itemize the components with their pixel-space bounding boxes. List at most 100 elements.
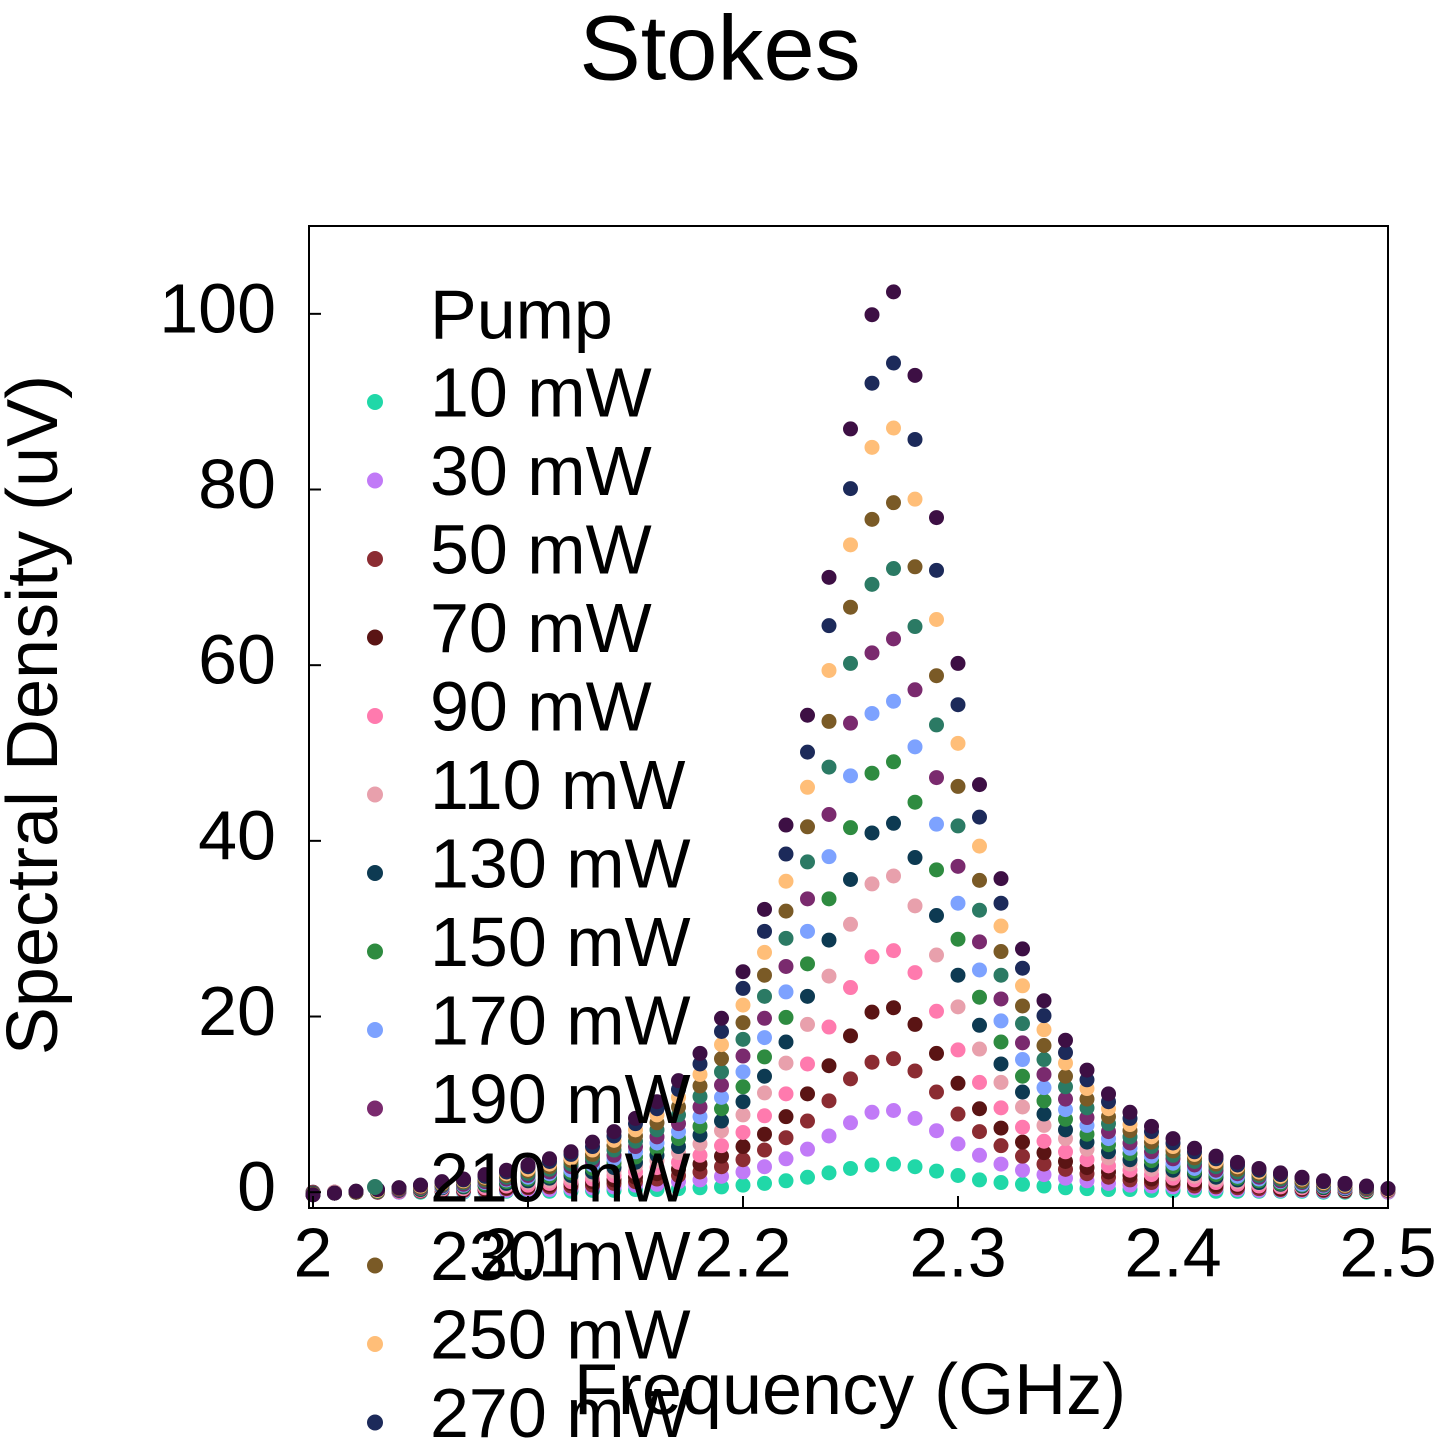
data-point bbox=[1337, 1175, 1353, 1191]
data-point bbox=[714, 1179, 729, 1195]
data-point bbox=[843, 871, 858, 887]
data-point bbox=[907, 1063, 923, 1079]
data-point bbox=[757, 901, 772, 917]
data-point bbox=[993, 1138, 1009, 1154]
legend-label: 250 mW bbox=[430, 1295, 691, 1373]
data-point bbox=[929, 908, 944, 924]
legend-marker bbox=[367, 708, 383, 724]
data-point bbox=[907, 850, 923, 866]
data-point bbox=[843, 916, 858, 932]
legend-marker bbox=[367, 1022, 383, 1038]
legend-label: 150 mW bbox=[430, 903, 691, 981]
data-point bbox=[778, 1009, 794, 1025]
data-point bbox=[1316, 1173, 1331, 1189]
data-point bbox=[843, 537, 858, 553]
data-point bbox=[1058, 1091, 1073, 1107]
data-point bbox=[907, 491, 923, 507]
data-point bbox=[1015, 998, 1030, 1014]
data-point bbox=[950, 895, 966, 911]
data-point bbox=[907, 559, 923, 575]
data-point bbox=[1058, 1144, 1073, 1160]
data-point bbox=[864, 705, 880, 721]
data-point bbox=[972, 1172, 987, 1188]
data-point bbox=[886, 868, 901, 884]
data-point bbox=[714, 1089, 729, 1105]
data-point bbox=[1036, 1052, 1052, 1068]
data-point bbox=[1015, 1084, 1030, 1100]
data-point bbox=[864, 825, 880, 841]
data-point bbox=[1036, 1167, 1052, 1183]
data-point bbox=[907, 1159, 923, 1175]
legend-label: 50 mW bbox=[430, 510, 652, 588]
legend-label: 90 mW bbox=[430, 667, 652, 745]
data-point bbox=[886, 1051, 901, 1067]
data-point bbox=[778, 873, 794, 889]
data-point bbox=[950, 1042, 966, 1058]
plot-area bbox=[305, 284, 1396, 1203]
legend-marker bbox=[367, 472, 383, 489]
data-point bbox=[692, 1078, 708, 1094]
data-point bbox=[714, 1159, 729, 1175]
data-point bbox=[972, 809, 987, 825]
data-point bbox=[778, 958, 794, 974]
x-axis-label: Frequency (GHz) bbox=[574, 1350, 1126, 1430]
data-point bbox=[929, 612, 944, 628]
data-point bbox=[886, 561, 901, 577]
data-point bbox=[929, 770, 944, 786]
data-point bbox=[886, 1103, 901, 1119]
data-point bbox=[1036, 1008, 1052, 1024]
data-point bbox=[907, 619, 923, 635]
data-point bbox=[843, 1071, 858, 1087]
legend-marker bbox=[367, 786, 383, 803]
y-tick-label: 0 bbox=[237, 1148, 276, 1226]
data-point bbox=[1036, 1133, 1052, 1149]
x-tick-label: 2.4 bbox=[1124, 1213, 1221, 1291]
data-point bbox=[821, 1019, 837, 1035]
data-point bbox=[778, 1034, 794, 1050]
data-point bbox=[456, 1171, 471, 1187]
data-point bbox=[993, 944, 1009, 960]
data-point bbox=[993, 1074, 1009, 1090]
data-point bbox=[993, 1120, 1009, 1136]
legend-label: 30 mW bbox=[430, 432, 652, 510]
data-point bbox=[757, 967, 772, 983]
data-point bbox=[778, 1151, 794, 1167]
data-point bbox=[821, 806, 837, 822]
x-tick-label: 2.5 bbox=[1339, 1213, 1436, 1291]
y-axis-label: Spectral Density (uV) bbox=[0, 375, 73, 1055]
data-point bbox=[1251, 1160, 1267, 1176]
data-point bbox=[1079, 1091, 1095, 1107]
legend-marker bbox=[367, 1257, 383, 1274]
data-point bbox=[972, 838, 987, 854]
data-point bbox=[735, 1107, 751, 1123]
data-point bbox=[1015, 1176, 1030, 1192]
data-point bbox=[1036, 1022, 1052, 1038]
x-tick-label: 2.2 bbox=[694, 1213, 791, 1291]
data-point bbox=[714, 1077, 729, 1093]
data-point bbox=[714, 1064, 729, 1080]
data-point bbox=[972, 1147, 987, 1163]
data-point bbox=[692, 1088, 708, 1104]
data-point bbox=[929, 816, 944, 832]
data-point bbox=[907, 682, 923, 698]
data-point bbox=[907, 1110, 923, 1126]
data-point bbox=[628, 1110, 643, 1126]
data-point bbox=[800, 1141, 815, 1157]
data-point bbox=[735, 1152, 751, 1168]
legend-label: 270 mW bbox=[430, 1374, 691, 1440]
data-point bbox=[800, 956, 815, 972]
legend-label: 210 mW bbox=[430, 1138, 691, 1216]
data-point bbox=[778, 930, 794, 946]
data-point bbox=[950, 931, 966, 947]
data-point bbox=[1015, 960, 1030, 976]
data-point bbox=[950, 778, 966, 794]
data-point bbox=[542, 1151, 557, 1167]
data-point bbox=[843, 421, 858, 437]
data-point bbox=[864, 1004, 880, 1020]
data-point bbox=[950, 967, 966, 983]
data-point bbox=[757, 1010, 772, 1026]
data-point bbox=[907, 367, 923, 383]
data-point bbox=[950, 735, 966, 751]
data-point bbox=[886, 693, 901, 709]
data-point bbox=[993, 1034, 1009, 1050]
